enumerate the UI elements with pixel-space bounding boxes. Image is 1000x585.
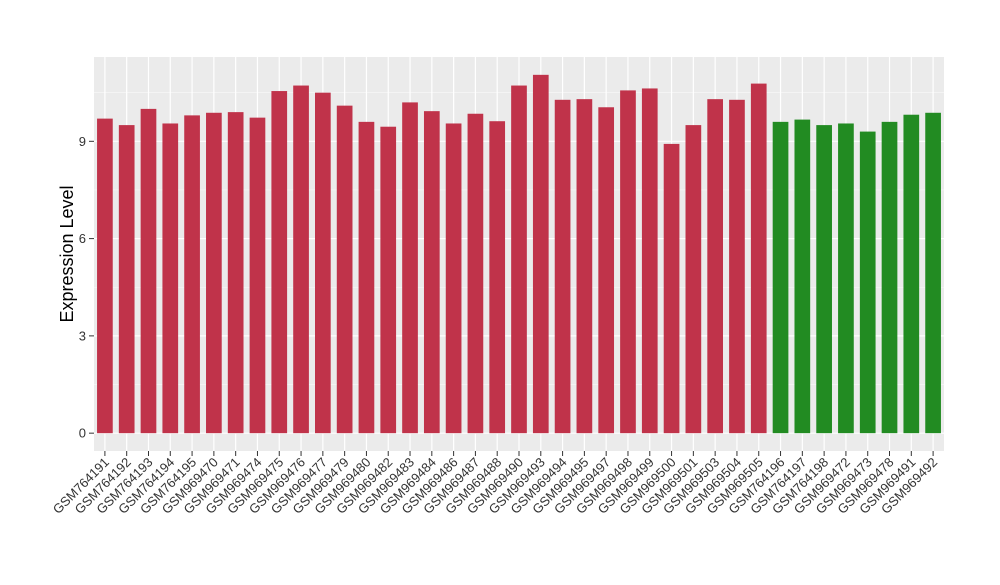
bar <box>859 131 876 434</box>
bar <box>641 88 658 434</box>
bar <box>271 91 288 434</box>
bar <box>576 99 593 434</box>
bar <box>838 123 854 434</box>
bar <box>532 74 549 434</box>
bar <box>423 111 440 434</box>
bar <box>97 118 113 434</box>
bar <box>620 90 636 434</box>
y-tick-label: 6 <box>79 231 86 246</box>
bar <box>750 83 767 434</box>
bar <box>358 121 375 434</box>
bar <box>554 99 571 434</box>
bar <box>729 99 745 434</box>
bar <box>903 114 920 434</box>
bar <box>598 107 615 434</box>
bar <box>402 102 418 434</box>
bar <box>293 85 309 434</box>
bar <box>140 108 157 434</box>
bar <box>881 121 898 434</box>
bar <box>707 99 723 434</box>
bar <box>227 112 244 434</box>
bar <box>380 126 397 434</box>
bar <box>467 113 484 434</box>
y-tick-label: 0 <box>79 426 86 441</box>
bar <box>336 105 353 434</box>
bar <box>511 85 527 434</box>
y-tick-label: 3 <box>79 328 86 343</box>
bar <box>794 119 811 434</box>
bar <box>772 121 789 434</box>
y-tick-label: 9 <box>79 134 86 149</box>
bar <box>925 112 941 434</box>
y-axis: 0 3 6 9 <box>79 134 94 441</box>
bar <box>685 125 702 434</box>
bar <box>663 143 680 434</box>
bar <box>445 123 462 434</box>
bar <box>162 123 179 434</box>
bar <box>184 115 200 434</box>
bar <box>816 125 832 434</box>
bar <box>249 117 266 434</box>
y-axis-label: Expression Level <box>57 185 77 322</box>
bar <box>206 112 222 434</box>
x-axis: GSM764191GSM764192GSM764193GSM764194GSM7… <box>50 451 940 517</box>
bar <box>118 125 135 434</box>
bar <box>489 121 506 434</box>
bars <box>97 74 941 434</box>
bar <box>315 92 331 434</box>
